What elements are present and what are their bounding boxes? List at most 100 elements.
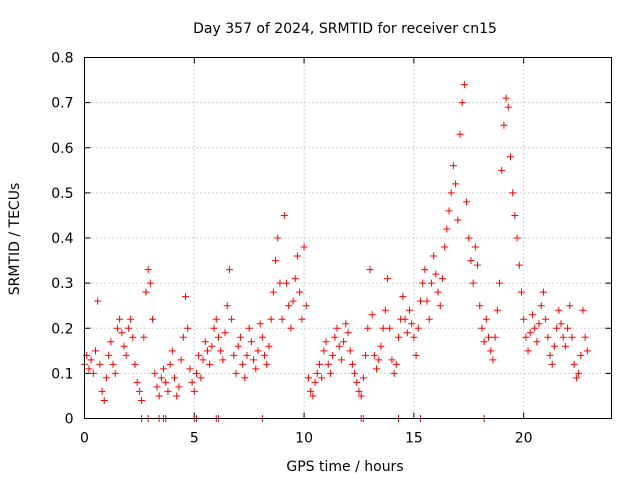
data-point: [135, 387, 143, 395]
data-point: [269, 288, 277, 296]
data-point: [212, 315, 220, 323]
data-point: [340, 338, 348, 346]
data-point: [173, 392, 181, 400]
data-point: [392, 360, 400, 368]
data-point: [544, 333, 552, 341]
data-point: [423, 297, 431, 305]
data-point: [247, 338, 255, 346]
data-point: [458, 99, 466, 107]
data-point: [188, 378, 196, 386]
data-point: [557, 320, 565, 328]
data-point: [414, 324, 422, 332]
data-point: [432, 270, 440, 278]
data-point: [454, 216, 462, 224]
data-point: [364, 324, 372, 332]
data-point: [162, 378, 170, 386]
data-point: [388, 356, 396, 364]
data-point: [252, 365, 260, 373]
data-point: [384, 275, 392, 283]
data-point: [399, 293, 407, 301]
data-point: [94, 297, 102, 305]
data-point: [331, 333, 339, 341]
data-point: [85, 365, 93, 373]
data-point: [401, 315, 409, 323]
data-point: [234, 342, 242, 350]
data-point: [210, 324, 218, 332]
data-point: [500, 121, 508, 129]
data-point: [375, 356, 383, 364]
data-point: [120, 342, 128, 350]
y-tick-label: 0.3: [51, 276, 73, 292]
data-point: [370, 351, 378, 359]
data-point: [570, 360, 578, 368]
data-point: [267, 315, 275, 323]
data-point: [102, 374, 110, 382]
data-point: [155, 392, 163, 400]
data-point: [504, 103, 512, 111]
data-point: [146, 279, 154, 287]
data-point: [116, 315, 124, 323]
data-point: [89, 369, 97, 377]
data-point: [111, 369, 119, 377]
data-point: [346, 347, 354, 355]
x-tick-label: 10: [295, 431, 313, 447]
data-point: [127, 315, 135, 323]
data-point: [351, 369, 359, 377]
data-point: [410, 333, 418, 341]
data-point: [300, 243, 308, 251]
data-point: [474, 261, 482, 269]
data-point: [263, 360, 271, 368]
data-point: [87, 356, 95, 364]
data-point: [542, 315, 550, 323]
data-point: [118, 329, 126, 337]
data-point: [452, 180, 460, 188]
data-point: [517, 288, 525, 296]
data-point: [445, 207, 453, 215]
data-point: [223, 302, 231, 310]
data-point: [443, 225, 451, 233]
data-point: [296, 288, 304, 296]
data-point: [408, 320, 416, 328]
data-point: [373, 365, 381, 373]
data-point: [509, 189, 517, 197]
data-point: [531, 324, 539, 332]
data-point: [430, 252, 438, 260]
data-point: [515, 261, 523, 269]
data-point: [228, 315, 236, 323]
data-point: [241, 374, 249, 382]
data-point: [357, 392, 365, 400]
data-point: [318, 374, 326, 382]
data-point: [254, 347, 262, 355]
data-point: [460, 81, 468, 89]
data-point: [436, 302, 444, 310]
data-point: [416, 297, 424, 305]
data-point: [149, 315, 157, 323]
data-point: [487, 347, 495, 355]
data-point: [403, 329, 411, 337]
data-point: [160, 365, 168, 373]
data-point: [280, 211, 288, 219]
y-tick-label: 0.5: [51, 186, 73, 202]
data-point: [491, 333, 499, 341]
data-point: [342, 320, 350, 328]
data-point: [575, 369, 583, 377]
data-point: [214, 333, 222, 341]
data-point: [245, 324, 253, 332]
data-point: [476, 302, 484, 310]
data-point: [559, 333, 567, 341]
data-point: [421, 266, 429, 274]
data-point: [258, 333, 266, 341]
x-tick-label: 15: [405, 431, 423, 447]
data-point: [232, 369, 240, 377]
data-point: [583, 347, 591, 355]
data-point: [577, 351, 585, 359]
data-point: [184, 324, 192, 332]
data-point: [564, 324, 572, 332]
data-point: [109, 360, 117, 368]
data-point: [291, 275, 299, 283]
data-point: [368, 311, 376, 319]
data-point: [362, 351, 370, 359]
data-point: [333, 324, 341, 332]
x-tick-label: 0: [80, 431, 89, 447]
